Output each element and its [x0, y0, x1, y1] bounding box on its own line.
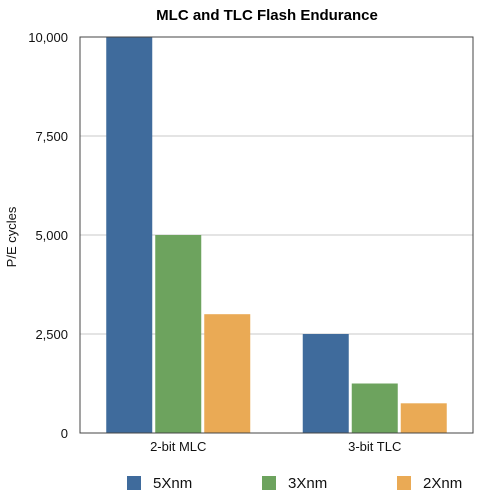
- legend-label-5xnm: 5Xnm: [153, 475, 192, 492]
- x-tick-label: 3-bit TLC: [348, 439, 401, 454]
- y-tick-label: 10,000: [28, 30, 68, 45]
- legend-swatch-5xnm: [127, 476, 141, 490]
- y-tick-label: 7,500: [35, 129, 68, 144]
- legend-label-2xnm: 2Xnm: [423, 475, 462, 492]
- x-axis-ticks: 2-bit MLC 3-bit TLC: [150, 439, 401, 454]
- bars: [106, 37, 447, 433]
- y-tick-label: 5,000: [35, 228, 68, 243]
- y-tick-label: 0: [61, 426, 68, 441]
- chart-title: MLC and TLC Flash Endurance: [156, 7, 378, 24]
- x-tick-label: 2-bit MLC: [150, 439, 206, 454]
- legend-label-3xnm: 3Xnm: [288, 475, 327, 492]
- bar-3xnm-1: [351, 383, 398, 433]
- plot-area: [79, 36, 474, 434]
- y-axis-title: P/E cycles: [4, 206, 19, 267]
- bar-2xnm-0: [204, 314, 251, 433]
- legend: 5Xnm 3Xnm 2Xnm: [127, 475, 462, 492]
- bar-3xnm-0: [155, 235, 202, 433]
- bar-2xnm-1: [400, 403, 447, 433]
- bar-5xnm-0: [106, 37, 153, 433]
- y-tick-label: 2,500: [35, 327, 68, 342]
- bar-5xnm-1: [302, 334, 349, 433]
- legend-swatch-3xnm: [262, 476, 276, 490]
- y-axis-ticks: 0 2,500 5,000 7,500 10,000: [28, 30, 68, 441]
- legend-swatch-2xnm: [397, 476, 411, 490]
